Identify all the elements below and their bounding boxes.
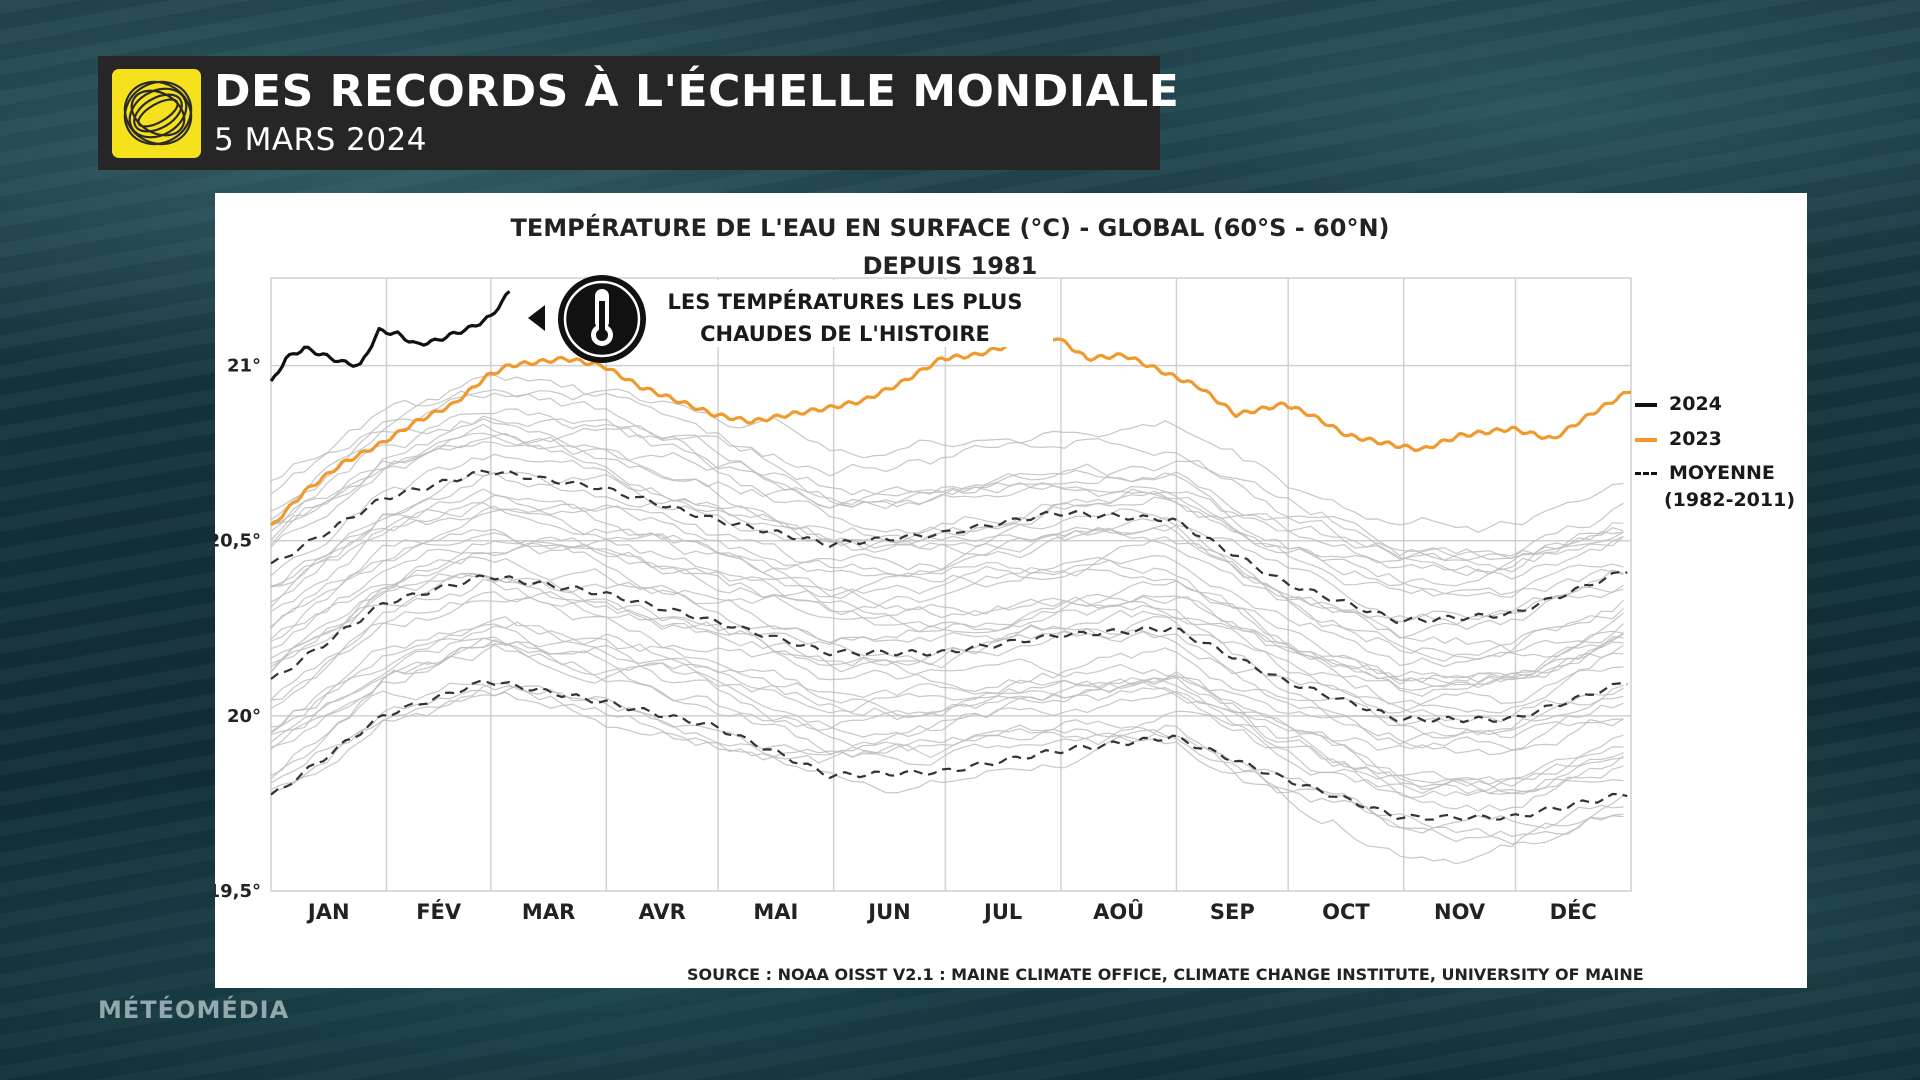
x-tick-label: JUL [982,900,1022,924]
annotation-line2: CHAUDES DE L'HISTOIRE [700,322,990,346]
mean-series-line [270,574,1628,724]
history-series-line [270,572,1624,739]
mean-series-line [270,679,1628,822]
x-tick-label: JAN [306,900,350,924]
x-tick-label: OCT [1322,900,1370,924]
thermometer-badge-ring [563,280,641,358]
legend-label-mean: MOYENNE [1669,462,1775,484]
thermometer-mercury [599,301,605,335]
legend-label-mean-period: (1982-2011) [1664,489,1796,511]
history-series-line [270,432,1624,596]
legend-swatch-2024 [1635,402,1657,407]
history-series-line [270,556,1624,714]
x-tick-label: DÉC [1550,899,1597,924]
x-tick-label: JUN [866,900,910,924]
chart-panel: JAN FÉV MAR AVR MAI JUN JUL AOÛ SEP OCT NOV DÉC 19,5… [215,193,1807,988]
history-series-line [270,591,1624,745]
y-tick-label: 21° [227,356,261,377]
history-series-line [270,388,1624,533]
history-series-line [270,538,1624,685]
chart-title-line1: TEMPÉRATURE DE L'EAU EN SURFACE (°C) - G… [510,214,1390,242]
history-series-line [270,637,1624,795]
legend-swatch-2023 [1635,437,1657,442]
chart-title-line2: DEPUIS 1981 [862,252,1038,280]
page-title: DES RECORDS À L'ÉCHELLE MONDIALE [214,66,1180,117]
x-tick-label: NOV [1434,900,1486,924]
history-series-line [270,441,1624,580]
chart-title: TEMPÉRATURE DE L'EAU EN SURFACE (°C) - G… [215,209,1685,285]
x-tick-label: AVR [639,900,686,924]
history-series-line [270,494,1624,647]
annotation-pointer [528,305,545,331]
chart-source: SOURCE : NOAA OISST V2.1 : MAINE CLIMATE… [687,965,1644,984]
globe-swirl-logo-icon [112,69,201,158]
sst-chart: JAN FÉV MAR AVR MAI JUN JUL AOÛ SEP OCT NOV DÉC 19,5… [215,275,1632,924]
x-tick-label: AOÛ [1093,899,1144,924]
y-tick-label: 20,5° [215,531,261,552]
history-series-line [270,616,1624,795]
legend-label-2023: 2023 [1669,428,1722,450]
history-series-line [270,415,1624,561]
history-series-line [270,508,1624,688]
history-series-line [270,390,1624,577]
history-series-line [270,374,1624,561]
history-series-line [270,637,1624,812]
legend-label-2024: 2024 [1669,393,1722,415]
thermometer-mercury-bulb [596,329,608,341]
series-2023-line [269,335,1632,526]
page-date: 5 MARS 2024 [214,122,427,158]
y-tick-label: 19,5° [215,881,261,902]
history-series-line [270,623,1624,795]
history-series-line [270,453,1624,623]
legend-swatch-mean [1635,472,1657,475]
legend-item-2023: 2023 [1635,428,1722,450]
legend-item-mean: MOYENNE [1635,462,1775,484]
y-tick-label: 20° [227,706,261,727]
history-series-line [270,636,1624,799]
history-series-line [270,683,1624,843]
history-series-line [270,542,1624,697]
series-2024-line [269,290,511,383]
history-series-line [270,536,1624,691]
history-series-line [270,591,1624,751]
annotation-backdrop [589,280,1053,347]
history-series-line [270,644,1624,795]
history-series-line [270,577,1624,723]
history-series-line [270,691,1624,865]
title-banner: DES RECORDS À L'ÉCHELLE MONDIALE 5 MARS … [98,56,1179,170]
x-tick-label: FÉV [416,899,462,924]
plot-area [270,277,1632,892]
history-series-line [270,427,1624,587]
record-annotation: LES TEMPÉRATURES LES PLUS CHAUDES DE L'H… [635,286,1055,350]
x-tick-label: MAR [522,900,575,924]
history-series-line [270,408,1624,571]
mean-series-line [270,469,1628,624]
brand-watermark: MÉTÉOMÉDIA [98,996,290,1024]
x-tick-label: SEP [1210,900,1255,924]
history-series-line [270,682,1624,845]
x-tick-label: MAI [753,900,798,924]
history-series-line [270,528,1624,679]
annotation-line1: LES TEMPÉRATURES LES PLUS [667,290,1023,314]
history-series-line [270,621,1624,756]
history-series-line [270,502,1624,668]
history-series-line [270,505,1624,662]
legend-item-2024: 2024 [1635,393,1722,415]
